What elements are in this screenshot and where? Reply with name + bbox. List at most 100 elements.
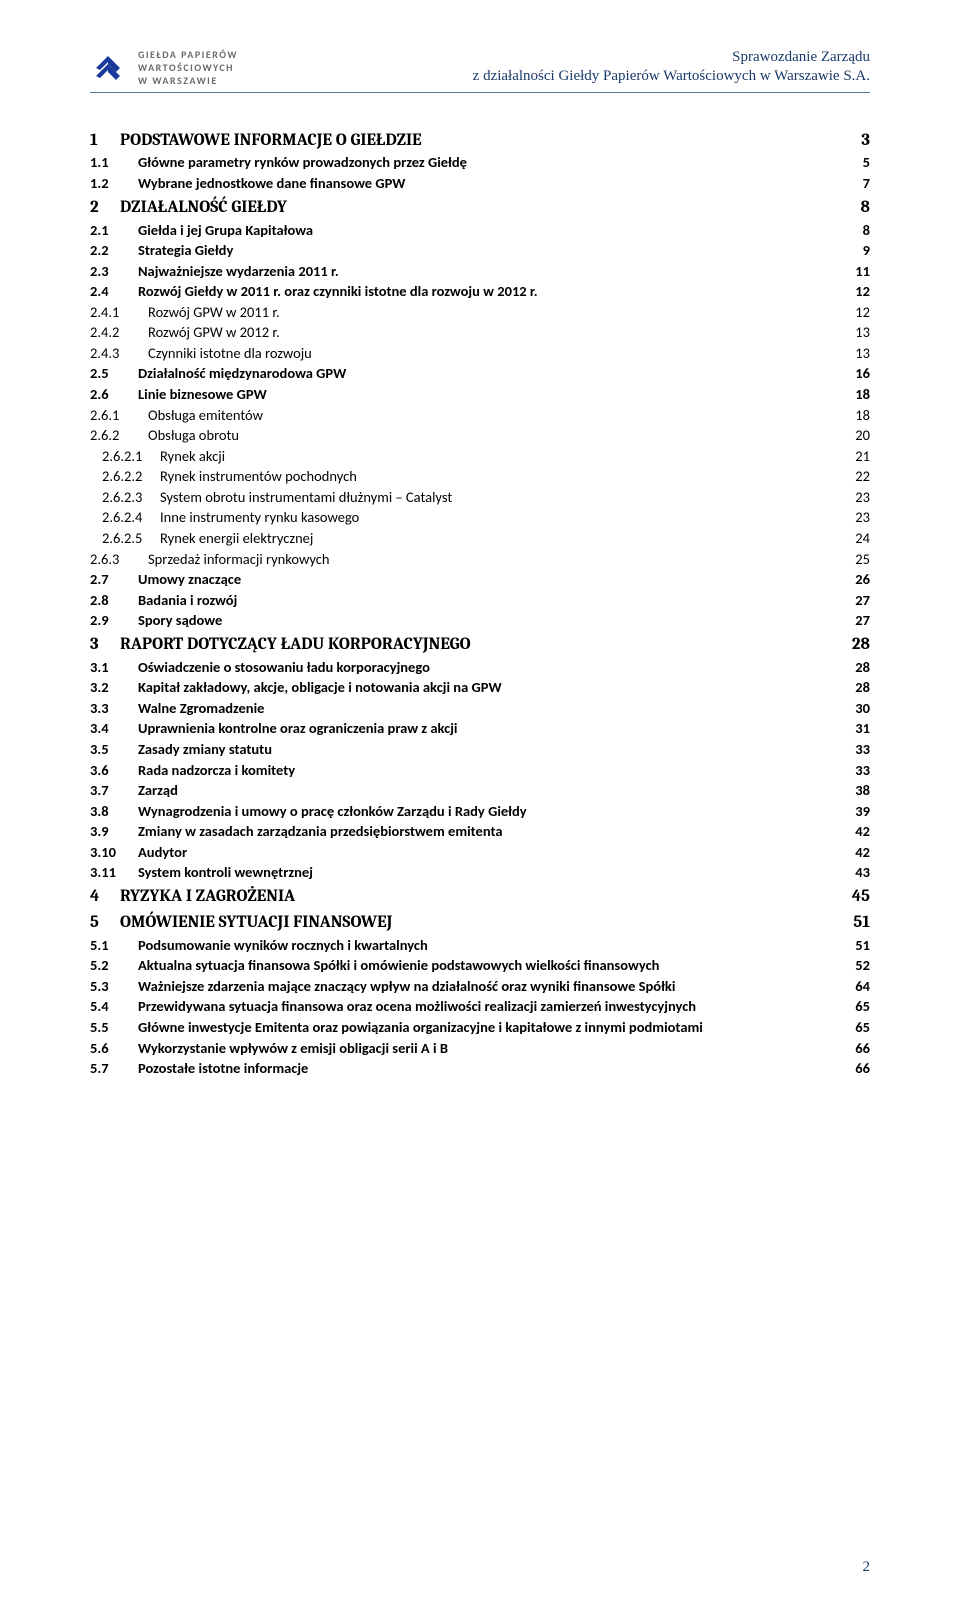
toc-title: Zarząd (138, 781, 842, 801)
toc-number: 3.7 (90, 781, 138, 801)
toc-number: 2.6.2.3 (90, 488, 160, 508)
toc-row: 2.2Strategia Giełdy9 (90, 241, 870, 262)
toc-number: 5.3 (90, 977, 138, 997)
toc-number: 3.3 (90, 699, 138, 719)
toc-page: 65 (842, 1018, 870, 1038)
toc-title: Spory sądowe (138, 611, 842, 631)
toc-row: 5.2Aktualna sytuacja finansowa Spółki i … (90, 956, 870, 977)
toc-title: Rada nadzorcza i komitety (138, 761, 842, 781)
page-header: GIEŁDA PAPIERÓW WARTOŚCIOWYCH W WARSZAWI… (90, 48, 870, 88)
toc-page: 27 (842, 611, 870, 631)
toc-title: Audytor (138, 843, 842, 863)
toc-title: Podsumowanie wyników rocznych i kwartaln… (138, 936, 842, 956)
toc-title: OMÓWIENIE SYTUACJI FINANSOWEJ (120, 912, 842, 935)
toc-row: 2.6.2.3System obrotu instrumentami dłużn… (90, 487, 870, 508)
toc-number: 3.10 (90, 843, 138, 863)
toc-title: Rynek energii elektrycznej (160, 529, 842, 549)
toc-page: 18 (842, 406, 870, 426)
toc-row: 2.6.2.2Rynek instrumentów pochodnych22 (90, 467, 870, 488)
toc-number: 2.6.2.1 (90, 447, 160, 467)
toc-title: Aktualna sytuacja finansowa Spółki i omó… (138, 956, 842, 976)
toc-page: 42 (842, 822, 870, 842)
toc-number: 1 (90, 130, 120, 153)
toc-title: Pozostałe istotne informacje (138, 1059, 842, 1079)
toc-number: 2.8 (90, 591, 138, 611)
toc-page: 51 (842, 936, 870, 956)
toc-page: 25 (842, 550, 870, 570)
toc-number: 3.4 (90, 719, 138, 739)
toc-row: 3.5Zasady zmiany statutu33 (90, 739, 870, 760)
toc-title: Kapitał zakładowy, akcje, obligacje i no… (138, 678, 842, 698)
toc-title: Rynek instrumentów pochodnych (160, 467, 842, 487)
page-number: 2 (863, 1559, 871, 1576)
toc-row: 4RYZYKA I ZAGROŻENIA45 (90, 885, 870, 909)
toc-number: 2.4.1 (90, 303, 148, 323)
toc-number: 3.11 (90, 863, 138, 883)
toc-title: PODSTAWOWE INFORMACJE O GIEŁDZIE (120, 130, 842, 153)
toc-title: DZIAŁALNOŚĆ GIEŁDY (120, 197, 842, 220)
logo-block: GIEŁDA PAPIERÓW WARTOŚCIOWYCH W WARSZAWI… (90, 48, 238, 88)
toc-number: 2 (90, 197, 120, 220)
toc-row: 2.5Działalność międzynarodowa GPW16 (90, 364, 870, 385)
toc-row: 1PODSTAWOWE INFORMACJE O GIEŁDZIE3 (90, 129, 870, 153)
toc-number: 5.6 (90, 1039, 138, 1059)
toc-page: 12 (842, 282, 870, 302)
toc-title: Wykorzystanie wpływów z emisji obligacji… (138, 1039, 842, 1059)
table-of-contents: 1PODSTAWOWE INFORMACJE O GIEŁDZIE31.1 Głó… (90, 129, 870, 1079)
toc-number: 5 (90, 912, 120, 935)
toc-row: 2.1Giełda i jej Grupa Kapitałowa8 (90, 220, 870, 241)
toc-title: Najważniejsze wydarzenia 2011 r. (138, 262, 842, 282)
toc-row: 2.3Najważniejsze wydarzenia 2011 r.11 (90, 261, 870, 282)
toc-row: 2.6.2.5Rynek energii elektrycznej24 (90, 528, 870, 549)
toc-page: 13 (842, 344, 870, 364)
toc-title: Zasady zmiany statutu (138, 740, 842, 760)
toc-row: 3RAPORT DOTYCZĄCY ŁADU KORPORACYJNEGO28 (90, 633, 870, 657)
toc-row: 5.5Główne inwestycje Emitenta oraz powią… (90, 1018, 870, 1039)
toc-title: RAPORT DOTYCZĄCY ŁADU KORPORACYJNEGO (120, 634, 842, 657)
toc-title: Uprawnienia kontrolne oraz ograniczenia … (138, 719, 842, 739)
toc-number: 2.4.3 (90, 344, 148, 364)
toc-title: Wybrane jednostkowe dane finansowe GPW (138, 174, 842, 194)
toc-page: 21 (842, 447, 870, 467)
toc-page: 23 (842, 508, 870, 528)
toc-row: 5.7Pozostałe istotne informacje66 (90, 1059, 870, 1080)
toc-row: 2.4.2Rozwój GPW w 2012 r.13 (90, 323, 870, 344)
toc-number: 2.2 (90, 241, 138, 261)
toc-row: 1.2Wybrane jednostkowe dane finansowe GP… (90, 174, 870, 195)
toc-number: 5.2 (90, 956, 138, 976)
toc-row: 3.2Kapitał zakładowy, akcje, obligacje i… (90, 678, 870, 699)
toc-page: 52 (842, 956, 870, 976)
toc-page: 38 (842, 781, 870, 801)
toc-page: 27 (842, 591, 870, 611)
toc-title: Przewidywana sytuacja finansowa oraz oce… (138, 997, 842, 1017)
toc-page: 8 (842, 197, 870, 220)
toc-row: 2.6.2.1Rynek akcji21 (90, 446, 870, 467)
toc-row: 2.6.2Obsługa obrotu20 (90, 426, 870, 447)
toc-page: 23 (842, 488, 870, 508)
toc-number: 2.6.3 (90, 550, 148, 570)
toc-number: 5.1 (90, 936, 138, 956)
toc-title: Rozwój GPW w 2012 r. (148, 323, 842, 343)
toc-title: Sprzedaż informacji rynkowych (148, 550, 842, 570)
toc-number: 1.1 (90, 153, 138, 173)
toc-page: 12 (842, 303, 870, 323)
toc-number: 5.4 (90, 997, 138, 1017)
toc-title: Rynek akcji (160, 447, 842, 467)
gpw-logo-icon (90, 48, 130, 88)
toc-page: 39 (842, 802, 870, 822)
toc-row: 3.7Zarząd38 (90, 781, 870, 802)
toc-number: 2.6.2.2 (90, 467, 160, 487)
logo-line: WARTOŚCIOWYCH (138, 61, 238, 74)
toc-number: 3.5 (90, 740, 138, 760)
toc-row: 2.7Umowy znaczące26 (90, 570, 870, 591)
toc-number: 5.5 (90, 1018, 138, 1038)
toc-title: Badania i rozwój (138, 591, 842, 611)
toc-title: Główne inwestycje Emitenta oraz powiązan… (138, 1018, 842, 1038)
toc-number: 2.3 (90, 262, 138, 282)
toc-page: 31 (842, 719, 870, 739)
toc-page: 24 (842, 529, 870, 549)
header-right: Sprawozdanie Zarządu z działalności Gieł… (473, 48, 870, 86)
toc-page: 7 (842, 174, 870, 194)
logo-line: GIEŁDA PAPIERÓW (138, 48, 238, 61)
toc-row: 5.3Ważniejsze zdarzenia mające znaczący … (90, 976, 870, 997)
